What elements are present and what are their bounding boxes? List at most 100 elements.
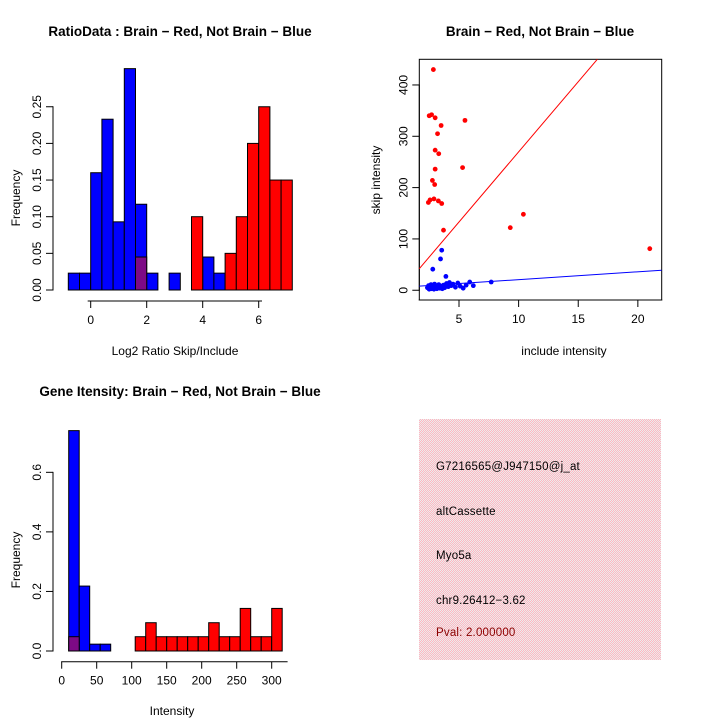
scatter-point-red bbox=[520, 211, 526, 217]
y-tick-label: 400 bbox=[396, 75, 410, 95]
scatter-point-red bbox=[460, 165, 465, 170]
scatter-point-red bbox=[430, 67, 436, 72]
hist-bar-red bbox=[269, 179, 282, 291]
hist-bar-red bbox=[197, 636, 210, 652]
chart-title: RatioData : Brain − Red, Not Brain − Blu… bbox=[48, 24, 312, 39]
y-tick-label: 0.15 bbox=[30, 168, 44, 192]
panel-info: G7216565@J947150@j_at altCassette Myo5a … bbox=[360, 360, 720, 720]
scatter-point-red bbox=[435, 131, 440, 137]
event-type-text: altCassette bbox=[436, 506, 496, 518]
hist-bar-red bbox=[145, 622, 157, 652]
hist-bar-red bbox=[134, 636, 147, 652]
info-box: G7216565@J947150@j_at altCassette Myo5a … bbox=[419, 419, 661, 660]
hist-bar-red bbox=[187, 636, 199, 652]
hist-bar-blue bbox=[79, 272, 92, 291]
hist-bar-blue bbox=[78, 585, 91, 652]
x-tick-label: 50 bbox=[90, 674, 104, 688]
y-axis-title: Frequency bbox=[9, 170, 23, 227]
x-tick-label: 4 bbox=[199, 313, 206, 327]
panel-gene-histogram: Gene Itensity: Brain − Red, Not Brain − … bbox=[0, 360, 360, 720]
hist-bar-red bbox=[280, 179, 293, 291]
scatter-point-red bbox=[429, 112, 434, 118]
hist-bar-blue bbox=[99, 643, 112, 652]
chart-title: Brain − Red, Not Brain − Blue bbox=[446, 24, 635, 39]
x-tick-label: 6 bbox=[255, 313, 262, 327]
hist-bar-blue bbox=[90, 172, 103, 291]
x-axis-title: include intensity bbox=[521, 344, 606, 358]
y-tick-label: 0.25 bbox=[30, 95, 44, 119]
x-tick-label: 0 bbox=[87, 313, 94, 327]
x-tick-label: 0 bbox=[58, 674, 65, 688]
x-tick-label: 300 bbox=[262, 674, 282, 688]
y-tick-label: 0.0 bbox=[30, 642, 44, 659]
scatter-point-red bbox=[427, 197, 433, 203]
scatter-point-blue bbox=[467, 279, 473, 285]
scatter-point-red bbox=[432, 182, 438, 187]
hist-bar-red bbox=[229, 636, 241, 652]
hist-bar-red bbox=[258, 106, 271, 291]
scatter-point-red bbox=[432, 166, 438, 172]
x-tick-label: 20 bbox=[631, 312, 645, 326]
panel-ratio-histogram: RatioData : Brain − Red, Not Brain − Blu… bbox=[0, 0, 360, 360]
scatter-point-red bbox=[438, 123, 444, 128]
panel-intensity-scatter: Brain − Red, Not Brain − Blue 0 100 200 300 4… bbox=[360, 0, 720, 360]
hist-bar-red bbox=[271, 607, 283, 652]
scatter-point-blue bbox=[488, 279, 494, 285]
x-axis-title: Log2 Ratio Skip/Include bbox=[112, 344, 239, 358]
x-tick-label: 15 bbox=[572, 312, 586, 326]
hist-bar-red bbox=[191, 216, 204, 291]
hist-bar-red bbox=[218, 636, 231, 652]
hist-bar-red bbox=[235, 216, 249, 291]
scatter-point-red bbox=[432, 147, 438, 153]
plot-box bbox=[418, 58, 663, 301]
pval-text: Pval: 2.000000 bbox=[436, 627, 516, 639]
x-tick-label: 250 bbox=[227, 674, 247, 688]
x-tick-label: 2 bbox=[143, 313, 150, 327]
chart-title: Gene Itensity: Brain − Red, Not Brain − … bbox=[39, 384, 321, 399]
hist-bar-red bbox=[250, 636, 262, 652]
scatter-point-red bbox=[462, 117, 468, 123]
scatter-point-red bbox=[432, 115, 438, 121]
scatter-point-red bbox=[430, 178, 435, 183]
y-tick-label: 0.10 bbox=[30, 205, 44, 229]
scatter-point-red bbox=[647, 246, 653, 252]
brain-fit-line bbox=[418, 58, 598, 270]
x-tick-label: 100 bbox=[122, 674, 142, 688]
hist-bar-red bbox=[208, 622, 220, 652]
scatter-point-blue bbox=[443, 273, 449, 279]
hist-bar-red bbox=[155, 636, 168, 652]
scatter-point-blue bbox=[470, 283, 476, 289]
hist-bar-blue bbox=[89, 643, 101, 652]
hist-bar-blue bbox=[168, 272, 181, 291]
x-tick-label: 5 bbox=[456, 312, 463, 326]
locus-text: chr9.26412−3.62 bbox=[436, 595, 526, 607]
scatter-point-blue bbox=[439, 247, 445, 253]
hist-bar-blue bbox=[112, 221, 125, 291]
y-tick-label: 0.00 bbox=[30, 278, 44, 302]
hist-bar-red bbox=[224, 252, 237, 291]
scatter-point-red bbox=[435, 198, 441, 204]
gene-intensity-histogram-chart: Gene Itensity: Brain − Red, Not Brain − … bbox=[9, 384, 321, 718]
hist-bar-red bbox=[260, 636, 273, 652]
scatter-point-blue bbox=[430, 266, 436, 272]
hist-bar-blue bbox=[101, 118, 114, 291]
probe-id-text: G7216565@J947150@j_at bbox=[436, 461, 580, 473]
scatter-point-blue bbox=[463, 282, 469, 288]
hist-bar-blue bbox=[123, 68, 137, 291]
hist-bar-blue bbox=[146, 272, 159, 291]
y-tick-label: 0 bbox=[396, 287, 410, 294]
scatter-point-red bbox=[436, 151, 442, 157]
hist-bar-blue bbox=[213, 272, 226, 291]
hist-bar-red bbox=[239, 607, 252, 652]
scatter-point-red bbox=[441, 227, 446, 233]
y-tick-label: 0.20 bbox=[30, 131, 44, 155]
hist-bar-purple bbox=[68, 636, 80, 652]
scatter-point-blue bbox=[438, 256, 443, 262]
scatter-point-red bbox=[431, 196, 437, 202]
y-tick-label: 100 bbox=[396, 229, 410, 249]
ratio-histogram-chart: RatioData : Brain − Red, Not Brain − Blu… bbox=[9, 24, 312, 358]
gene-name-text: Myo5a bbox=[436, 550, 472, 562]
hist-bar-blue bbox=[67, 272, 81, 291]
x-tick-label: 200 bbox=[192, 674, 212, 688]
